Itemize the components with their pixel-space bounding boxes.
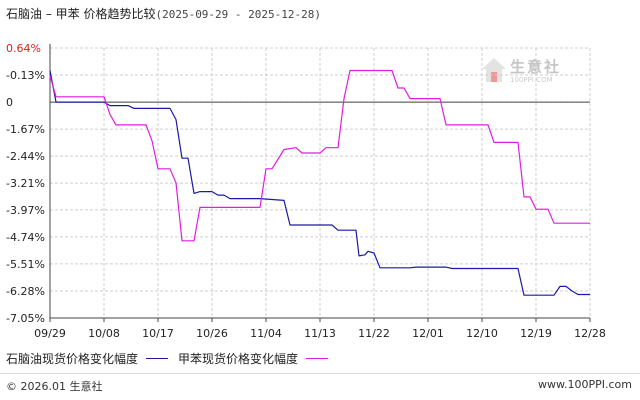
y-tick-label: 0.64% — [6, 42, 41, 55]
x-axis-tick-labels: 09/29 10/08 10/17 10/26 11/04 11/13 11/22 12/01… — [34, 327, 606, 340]
y-axis-tick-labels: 0.64% -0.13% 0 -1.67% -2.44% -3.21% -3.97% -4.7… — [6, 42, 45, 325]
chart-title: 石脑油 – 甲苯 价格趋势比较(2025-09-29 - 2025-12-28) — [6, 5, 321, 22]
y-tick-label: -2.44% — [6, 150, 45, 163]
y-tick-label: -0.13% — [6, 69, 45, 82]
house-logo-icon — [482, 58, 506, 82]
x-tick-label: 11/13 — [304, 327, 336, 340]
legend-swatch-toluene — [306, 358, 329, 359]
x-tick-label: 11/04 — [250, 327, 282, 340]
y-tick-label: 0 — [6, 96, 13, 109]
y-tick-label: -3.97% — [6, 204, 45, 217]
footer-website: www.100PPI.com — [538, 378, 632, 391]
chart-legend: 石脑油现货价格变化幅度 甲苯现货价格变化幅度 — [6, 350, 338, 367]
chart-series — [49, 69, 590, 296]
chart-date-range: (2025-09-29 - 2025-12-28) — [155, 8, 322, 21]
watermark-url: 100PPI.COM — [510, 76, 553, 84]
x-tick-label: 10/26 — [196, 327, 228, 340]
legend-swatch-naphtha — [146, 358, 169, 359]
y-tick-label: -4.74% — [6, 231, 45, 244]
x-tick-label: 10/17 — [142, 327, 174, 340]
x-tick-label: 12/01 — [412, 327, 444, 340]
x-tick-label: 12/10 — [466, 327, 498, 340]
chart-axes — [49, 44, 591, 322]
naphtha-price-line — [49, 70, 590, 296]
watermark-name: 生意社 — [510, 58, 562, 76]
toluene-price-line — [49, 69, 590, 242]
footer-divider — [0, 373, 640, 374]
y-tick-label: -7.05% — [6, 312, 45, 325]
y-tick-label: -1.67% — [6, 123, 45, 136]
chart-title-text: 石脑油 – 甲苯 价格趋势比较 — [6, 7, 156, 21]
y-tick-label: -3.21% — [6, 177, 45, 190]
legend-label-toluene: 甲苯现货价格变化幅度 — [178, 352, 299, 366]
watermark-logo: 生意社 100PPI.COM — [480, 56, 580, 90]
chart-grid — [49, 47, 591, 319]
x-tick-label: 09/29 — [34, 327, 66, 340]
line-chart: 0.64% -0.13% 0 -1.67% -2.44% -3.21% -3.97% -4.7… — [6, 42, 606, 340]
legend-label-naphtha: 石脑油现货价格变化幅度 — [6, 352, 139, 366]
x-tick-label: 10/08 — [88, 327, 120, 340]
x-tick-label: 12/19 — [520, 327, 552, 340]
x-tick-label: 11/22 — [358, 327, 390, 340]
footer-copyright: © 2026.01 生意社 — [6, 380, 103, 393]
y-tick-label: -6.28% — [6, 285, 45, 298]
x-tick-label: 12/28 — [574, 327, 606, 340]
y-tick-label: -5.51% — [6, 258, 45, 271]
